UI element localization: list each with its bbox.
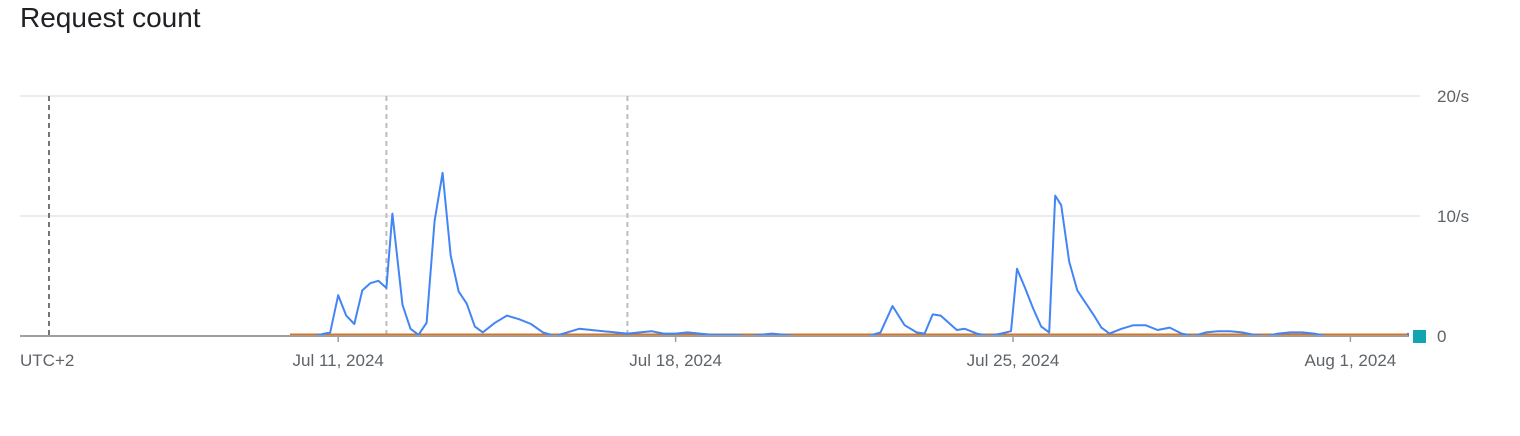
event-markers (48, 96, 629, 336)
x-tick-label: Jul 18, 2024 (629, 351, 722, 370)
grid-layer (20, 95, 1420, 217)
x-tick-label: Jul 11, 2024 (293, 351, 384, 370)
series-end-marker[interactable] (1413, 330, 1426, 343)
y-tick-label: 20/s (1437, 87, 1469, 106)
chart-title: Request count (20, 2, 201, 33)
x-tick-label: Aug 1, 2024 (1305, 351, 1397, 370)
timezone-label: UTC+2 (20, 351, 74, 370)
series-line[interactable] (290, 171, 1409, 337)
y-tick-label: 0 (1437, 327, 1446, 346)
y-tick-label: 10/s (1437, 207, 1469, 226)
axis-layer: 20/s 10/s 0 UTC+2 Jul 11, 2024 Jul 18, 2024 Ju… (20, 87, 1469, 370)
x-tick-label: Jul 25, 2024 (967, 351, 1060, 370)
series-layer[interactable] (290, 171, 1426, 343)
